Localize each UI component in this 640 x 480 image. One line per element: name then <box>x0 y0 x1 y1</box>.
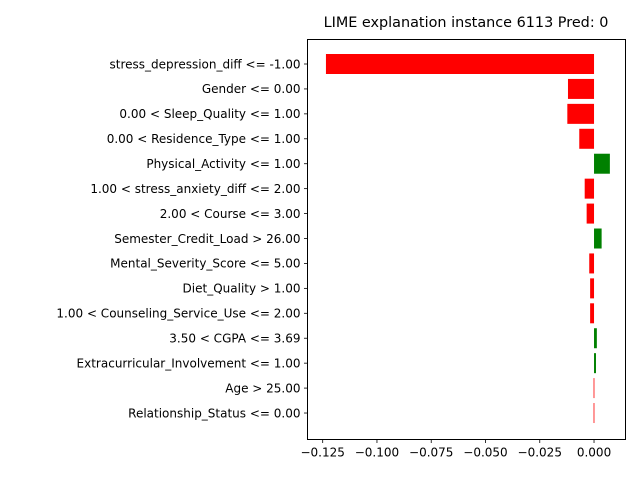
plot-frame <box>307 39 626 440</box>
bar <box>594 153 610 174</box>
x-tick-label: −0.025 <box>518 446 562 460</box>
chart-title: LIME explanation instance 6113 Pred: 0 <box>324 15 609 31</box>
bar <box>594 328 597 349</box>
y-tick-label: Relationship_Status <= 0.00 <box>128 406 300 420</box>
y-tick-label: Diet_Quality > 1.00 <box>183 282 301 296</box>
bar <box>593 403 595 424</box>
y-tick-label: Age > 25.00 <box>225 381 300 395</box>
x-tick-label: −0.050 <box>463 446 507 460</box>
bar <box>590 278 595 299</box>
bar <box>589 253 595 274</box>
x-tick-label: −0.125 <box>300 446 344 460</box>
x-ticks: −0.125 −0.100 −0.075 −0.050 −0.025 0.000 <box>300 439 611 460</box>
y-tick-label: 0.00 < Sleep_Quality <= 1.00 <box>119 107 300 121</box>
bar <box>567 78 595 99</box>
bar <box>594 353 596 374</box>
bar <box>594 228 602 249</box>
bar <box>325 54 595 74</box>
y-tick-label: Extracurricular_Involvement <= 1.00 <box>77 356 301 370</box>
bar <box>590 303 595 324</box>
x-tick-label: −0.100 <box>355 446 399 460</box>
y-tick-label: Physical_Activity <= 1.00 <box>146 157 300 171</box>
bar <box>567 103 595 124</box>
bar <box>579 128 595 149</box>
y-tick-label: 1.00 < stress_anxiety_diff <= 2.00 <box>90 182 300 196</box>
y-tick-labels: stress_depression_diff <= -1.00 Gender <=… <box>56 57 308 420</box>
y-tick-label: 3.50 < CGPA <= 3.69 <box>169 332 300 346</box>
bars-group <box>325 54 610 424</box>
y-tick-label: Gender <= 0.00 <box>202 82 301 96</box>
y-tick-label: Mental_Severity_Score <= 5.00 <box>110 257 300 271</box>
bar <box>584 178 595 199</box>
bar <box>586 203 595 224</box>
y-tick-label: 0.00 < Residence_Type <= 1.00 <box>107 132 301 146</box>
x-tick-label: −0.075 <box>409 446 453 460</box>
y-tick-label: Semester_Credit_Load > 26.00 <box>114 232 300 246</box>
y-tick-label: 1.00 < Counseling_Service_Use <= 2.00 <box>56 307 300 321</box>
x-tick-label: 0.000 <box>577 446 611 460</box>
bar <box>593 378 595 399</box>
y-tick-label: stress_depression_diff <= -1.00 <box>110 57 301 71</box>
y-tick-label: 2.00 < Course <= 3.00 <box>160 207 301 221</box>
